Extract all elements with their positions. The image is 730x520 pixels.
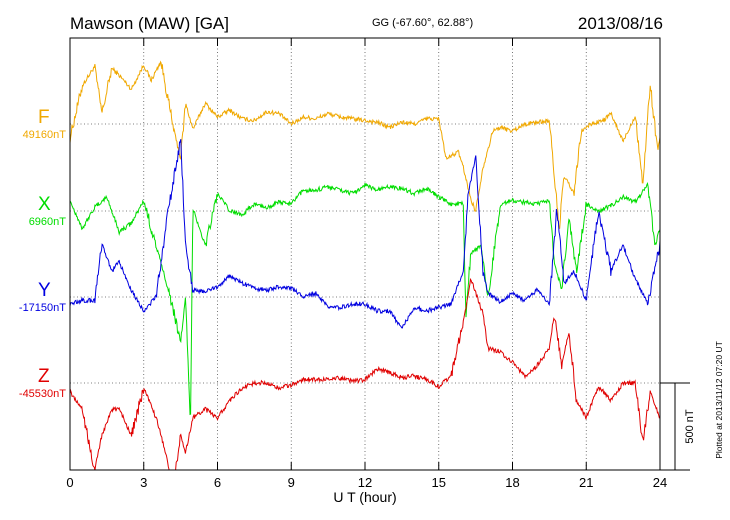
series-line-x — [70, 182, 660, 416]
baseline-value-z: -45530nT — [18, 388, 66, 400]
baseline-value-y: -17150nT — [18, 302, 66, 314]
x-tick-label: 9 — [288, 475, 295, 490]
chart-title: Mawson (MAW) [GA] — [70, 14, 229, 33]
series-line-z — [70, 277, 660, 470]
scale-bar: 500 nT Plotted at 2013/11/12 07:20 UT — [660, 341, 724, 471]
x-tick-label: 0 — [66, 475, 73, 490]
grid — [70, 38, 660, 470]
series-name-y: Y — [38, 280, 51, 301]
x-axis-label: U T (hour) — [333, 489, 396, 505]
x-tick-label: 21 — [579, 475, 593, 490]
series-name-f: F — [38, 107, 50, 128]
x-tick-label: 6 — [214, 475, 221, 490]
x-tick-label: 24 — [653, 475, 667, 490]
x-tick-label: 15 — [432, 475, 446, 490]
series-name-z: Z — [38, 366, 50, 387]
series-lines — [70, 60, 660, 470]
chart-date: 2013/08/16 — [577, 14, 663, 33]
plotted-at-footnote: Plotted at 2013/11/12 07:20 UT — [714, 341, 724, 459]
series-name-x: X — [38, 194, 51, 215]
series-line-f — [70, 60, 660, 230]
x-axis: 0 3 6 9 12 15 18 21 24 U T (hour) — [66, 38, 667, 505]
baseline-value-f: 49160nT — [22, 129, 66, 141]
x-tick-label: 12 — [358, 475, 372, 490]
x-tick-label: 3 — [140, 475, 147, 490]
x-tick-label: 18 — [505, 475, 519, 490]
series-line-y — [70, 139, 660, 329]
chart-subtitle: GG (-67.60°, 62.88°) — [372, 17, 474, 29]
scale-bar-label: 500 nT — [684, 409, 696, 444]
baseline-value-x: 6960nT — [28, 216, 66, 228]
